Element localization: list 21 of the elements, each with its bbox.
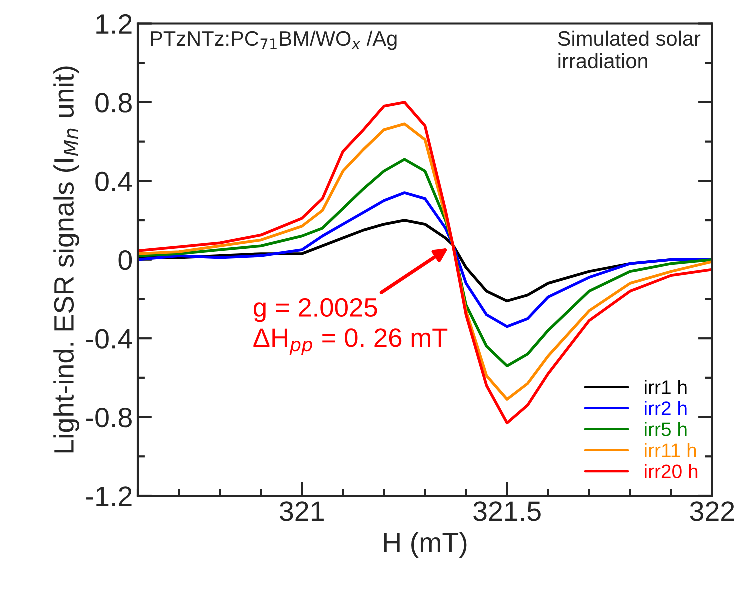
x-axis-title: H (mT)	[384, 532, 467, 558]
legend-label: irr5 h	[645, 422, 687, 436]
legend-label: irr11 h	[645, 443, 696, 458]
y-tick-label: 0	[118, 250, 132, 270]
annotation: Simulated solar irradiation	[558, 30, 701, 69]
y-axis-title: Light-ind. ESR signals (I$_{Mn}$ unit)	[54, 66, 80, 453]
legend-label: irr1 h	[645, 380, 687, 394]
y-tick-label: -0.4	[86, 329, 132, 349]
annotation: PTzNTz:PC$_{71}$BM/WO$_{x}$ /Ag	[151, 30, 397, 50]
annotation: g = 2.0025 ΔH$_{pp}$ = 0. 26 mT	[254, 298, 448, 356]
x-tick-label: 322	[690, 502, 734, 522]
y-tick-label: -0.8	[86, 408, 132, 428]
y-tick-label: 0.4	[96, 172, 132, 192]
legend-label: irr20 h	[645, 464, 698, 479]
y-tick-label: 0.8	[96, 93, 132, 113]
x-tick-label: 321.5	[474, 502, 541, 522]
x-tick-label: 321	[280, 502, 324, 522]
legend-label: irr2 h	[645, 401, 687, 416]
y-tick-label: -1.2	[86, 486, 132, 506]
y-tick-label: 1.2	[96, 14, 132, 34]
line-series	[138, 192, 712, 328]
